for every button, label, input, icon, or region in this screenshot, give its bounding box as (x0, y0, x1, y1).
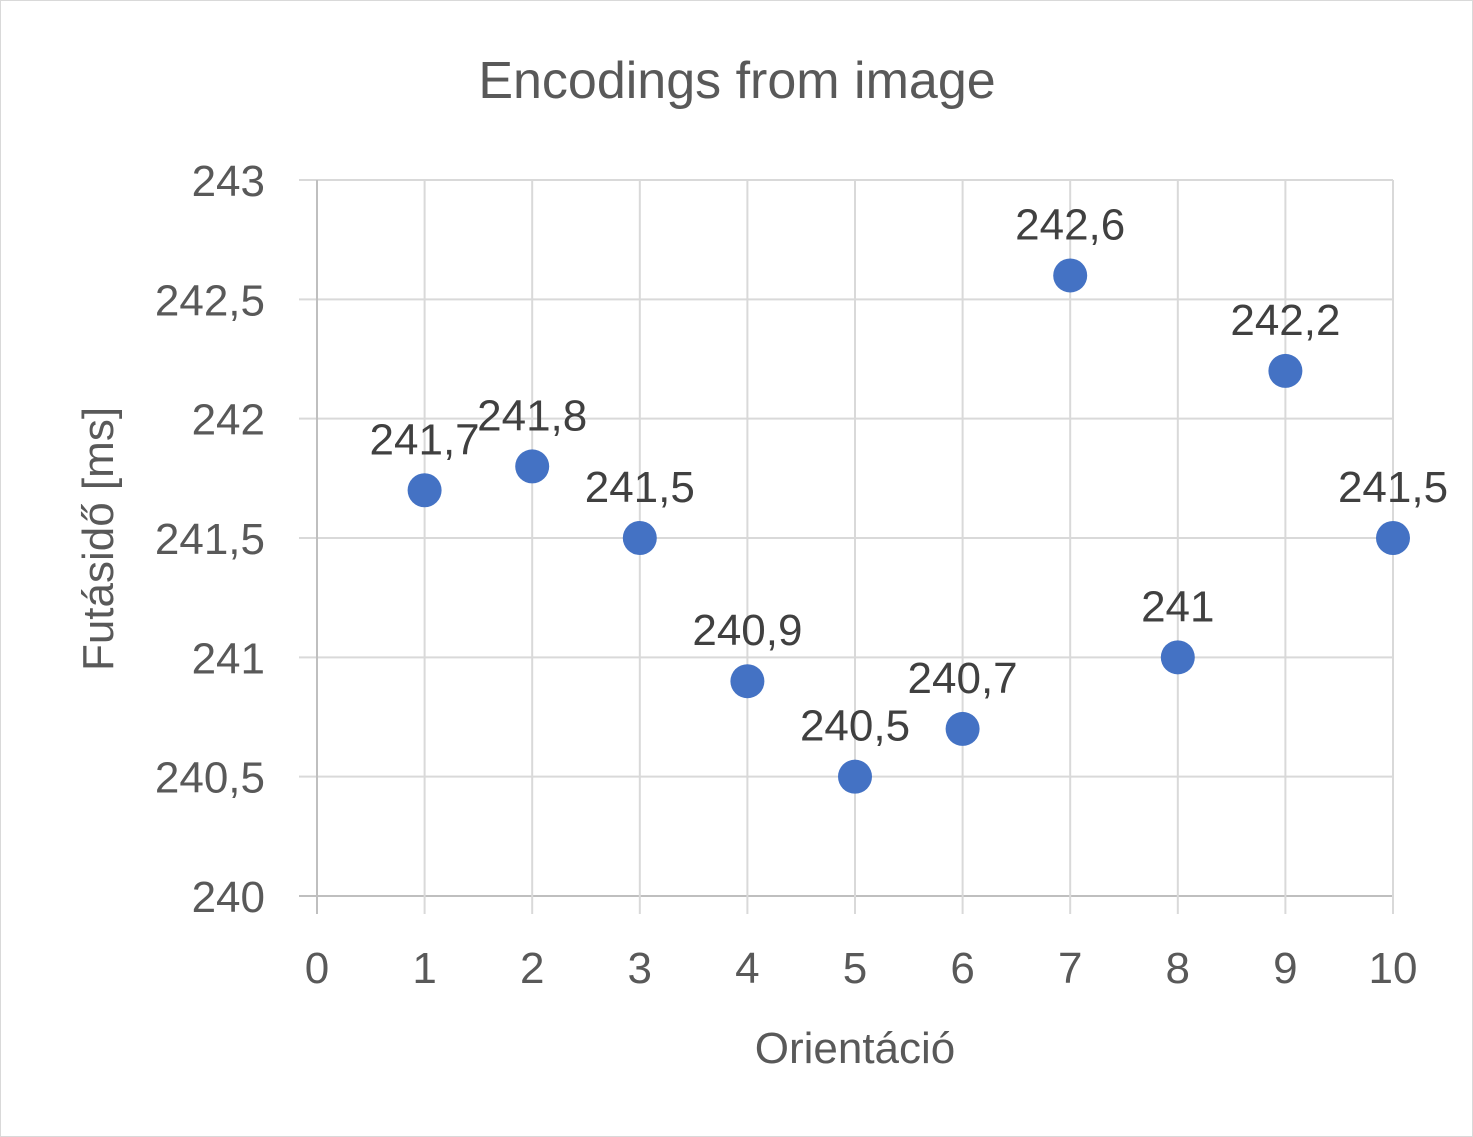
data-label: 240,5 (800, 702, 910, 751)
data-point (1160, 640, 1195, 675)
data-points (407, 258, 1410, 794)
data-point (622, 521, 657, 555)
data-point (730, 664, 765, 699)
y-axis-ticks: 240 240,5 241 241,5 242 242,5 243 (155, 157, 265, 922)
x-tick-label: 7 (1058, 944, 1082, 993)
x-axis-title: Orientáció (755, 1024, 956, 1073)
data-point (407, 473, 442, 508)
x-tick-label: 9 (1273, 944, 1297, 993)
data-point (945, 711, 980, 746)
y-tick-label: 243 (192, 157, 265, 206)
data-label: 241 (1141, 582, 1214, 631)
gridlines (299, 179, 1394, 914)
data-label: 240,7 (908, 654, 1018, 703)
x-tick-label: 8 (1166, 944, 1190, 993)
data-label: 240,9 (692, 606, 802, 655)
data-point (515, 449, 550, 484)
data-label: 241,5 (1338, 463, 1448, 512)
chart-title: Encodings from image (478, 52, 995, 110)
x-tick-label: 6 (950, 944, 974, 993)
data-label: 241,8 (477, 391, 587, 440)
y-tick-label: 242 (192, 396, 265, 445)
data-label: 241,7 (370, 415, 480, 464)
y-tick-label: 240 (192, 873, 265, 922)
data-point (1268, 353, 1303, 388)
x-tick-label: 10 (1369, 944, 1418, 993)
data-label: 241,5 (585, 463, 695, 512)
data-label: 242,2 (1230, 296, 1340, 345)
y-tick-label: 241 (192, 634, 265, 683)
x-tick-label: 2 (520, 944, 544, 993)
y-tick-label: 241,5 (155, 515, 265, 564)
x-tick-label: 4 (735, 944, 759, 993)
y-axis-title: Futásidő [ms] (74, 407, 123, 671)
x-axis-ticks: 0 1 2 3 4 5 6 7 8 9 10 (305, 944, 1418, 993)
x-tick-label: 3 (628, 944, 652, 993)
data-point (838, 759, 872, 794)
x-tick-label: 5 (843, 944, 867, 993)
x-tick-label: 1 (412, 944, 436, 993)
data-point (1376, 521, 1410, 555)
x-tick-label: 0 (305, 944, 329, 993)
data-label: 242,6 (1015, 200, 1125, 249)
y-tick-label: 240,5 (155, 754, 265, 803)
y-tick-label: 242,5 (155, 276, 265, 325)
data-point (1053, 258, 1088, 293)
